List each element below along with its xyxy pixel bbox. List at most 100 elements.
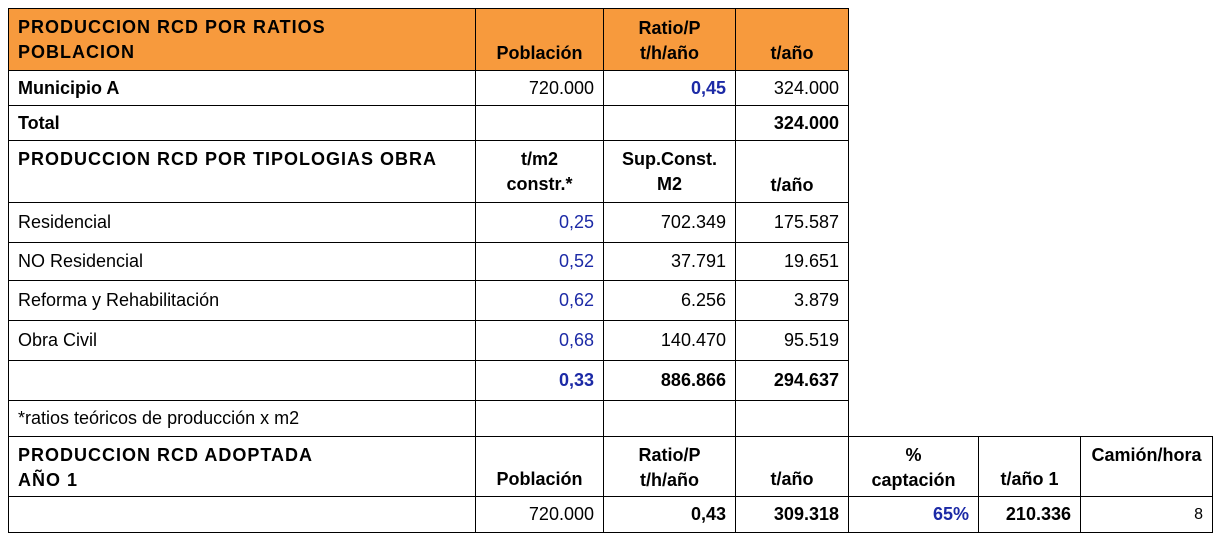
section1-title: PRODUCCION RCD POR RATIOS POBLACION	[8, 8, 476, 71]
residencial-tano: 175.587	[773, 212, 839, 232]
row-residencial-tm2: 0,25	[475, 202, 604, 243]
s3-camion: 8	[1194, 506, 1203, 523]
noresidencial-tano: 19.651	[783, 251, 839, 271]
row-s2-total-tano: 294.637	[735, 360, 849, 401]
section3-col-captacion: % captación	[848, 436, 979, 497]
col-tm2-label: t/m2 constr.*	[506, 149, 573, 194]
municipio-label: Municipio A	[18, 77, 120, 98]
row-obracivil-tano: 95.519	[735, 320, 849, 361]
section1-col-ratio: Ratio/P t/h/año	[603, 8, 736, 71]
residencial-tm2: 0,25	[558, 212, 594, 232]
obracivil-tano: 95.519	[783, 330, 839, 350]
row-total-poblacion	[475, 105, 604, 141]
footnote-empty-3	[735, 400, 849, 437]
col-sup-label: Sup.Const. M2	[622, 149, 717, 194]
section3-title: PRODUCCION RCD ADOPTADA AÑO 1	[8, 436, 476, 497]
row-municipio-label: Municipio A	[8, 70, 476, 106]
footnote: *ratios teóricos de producción x m2	[8, 400, 476, 437]
s3-row-captacion: 65%	[848, 496, 979, 533]
section2-col-sup: Sup.Const. M2	[603, 140, 736, 203]
section1-col-tano: t/año	[735, 8, 849, 71]
row-obracivil-sup: 140.470	[603, 320, 736, 361]
col-ratio-label: Ratio/P t/h/año	[638, 18, 701, 63]
s3-row-tano1: 210.336	[978, 496, 1081, 533]
footnote-empty-1	[475, 400, 604, 437]
row-reforma-label: Reforma y Rehabilitación	[8, 280, 476, 321]
s3-col-captacion-label: % captación	[871, 445, 956, 490]
col-tano2-label: t/año	[770, 175, 814, 195]
section3-col-tano1: t/año 1	[978, 436, 1081, 497]
s3-col-poblacion-label: Población	[496, 469, 583, 489]
noresidencial-tm2: 0,52	[558, 251, 594, 271]
reforma-sup: 6.256	[680, 290, 726, 310]
municipio-poblacion: 720.000	[528, 77, 594, 98]
row-reforma-tano: 3.879	[735, 280, 849, 321]
reforma-tano: 3.879	[793, 290, 839, 310]
s3-tano: 309.318	[773, 504, 839, 524]
section1-col-poblacion: Población	[475, 8, 604, 71]
row-total-tano: 324.000	[735, 105, 849, 141]
s3-row-ratio: 0,43	[603, 496, 736, 533]
obracivil-sup: 140.470	[660, 330, 726, 350]
row-residencial-label: Residencial	[8, 202, 476, 243]
row-reforma-tm2: 0,62	[475, 280, 604, 321]
total-label: Total	[18, 112, 60, 133]
s2-total-tano: 294.637	[773, 370, 839, 390]
footnote-text: *ratios teóricos de producción x m2	[18, 408, 300, 428]
row-residencial-tano: 175.587	[735, 202, 849, 243]
s2-total-sup: 886.866	[660, 370, 726, 390]
row-municipio-poblacion: 720.000	[475, 70, 604, 106]
obracivil-label: Obra Civil	[18, 330, 98, 350]
s3-row-camion: 8	[1080, 496, 1213, 533]
section2-col-tm2: t/m2 constr.*	[475, 140, 604, 203]
row-total-label: Total	[8, 105, 476, 141]
s3-row-tano: 309.318	[735, 496, 849, 533]
section2-title: PRODUCCION RCD POR TIPOLOGIAS OBRA	[8, 140, 476, 203]
residencial-label: Residencial	[18, 212, 112, 232]
s3-poblacion: 720.000	[528, 504, 594, 524]
reforma-tm2: 0,62	[558, 290, 594, 310]
section3-col-ratio: Ratio/P t/h/año	[603, 436, 736, 497]
section3-col-camion: Camión/hora	[1080, 436, 1213, 497]
s3-row-poblacion: 720.000	[475, 496, 604, 533]
s3-captacion: 65%	[932, 504, 969, 524]
row-obracivil-label: Obra Civil	[8, 320, 476, 361]
s3-tano1: 210.336	[1005, 504, 1071, 524]
row-municipio-tano: 324.000	[735, 70, 849, 106]
s3-col-camion-label: Camión/hora	[1091, 445, 1202, 465]
col-tano-label: t/año	[770, 43, 814, 63]
row-residencial-sup: 702.349	[603, 202, 736, 243]
residencial-sup: 702.349	[660, 212, 726, 232]
section2-col-tano: t/año	[735, 140, 849, 203]
obracivil-tm2: 0,68	[558, 330, 594, 350]
s3-ratio: 0,43	[690, 504, 726, 524]
row-s2-total-sup: 886.866	[603, 360, 736, 401]
s3-col-tano1-label: t/año 1	[1000, 469, 1059, 489]
row-municipio-ratio: 0,45	[603, 70, 736, 106]
row-total-ratio	[603, 105, 736, 141]
municipio-tano: 324.000	[773, 77, 839, 98]
section1-title-text: PRODUCCION RCD POR RATIOS POBLACION	[18, 17, 326, 62]
row-noresidencial-tm2: 0,52	[475, 242, 604, 281]
noresidencial-sup: 37.791	[670, 251, 726, 271]
s2-total-tm2: 0,33	[558, 370, 594, 390]
row-s2-total-label	[8, 360, 476, 401]
row-noresidencial-sup: 37.791	[603, 242, 736, 281]
noresidencial-label: NO Residencial	[18, 251, 144, 271]
col-poblacion-label: Población	[496, 43, 583, 63]
section2-title-text: PRODUCCION RCD POR TIPOLOGIAS OBRA	[18, 149, 438, 169]
s3-col-ratio-label: Ratio/P t/h/año	[638, 445, 701, 490]
s3-col-tano-label: t/año	[770, 469, 814, 489]
row-obracivil-tm2: 0,68	[475, 320, 604, 361]
footnote-empty-2	[603, 400, 736, 437]
row-noresidencial-tano: 19.651	[735, 242, 849, 281]
section3-col-poblacion: Población	[475, 436, 604, 497]
s3-row-label	[8, 496, 476, 533]
section3-title-text: PRODUCCION RCD ADOPTADA AÑO 1	[18, 445, 313, 490]
row-noresidencial-label: NO Residencial	[8, 242, 476, 281]
row-reforma-sup: 6.256	[603, 280, 736, 321]
row-s2-total-tm2: 0,33	[475, 360, 604, 401]
section3-col-tano: t/año	[735, 436, 849, 497]
reforma-label: Reforma y Rehabilitación	[18, 290, 220, 310]
total-tano: 324.000	[773, 112, 839, 133]
